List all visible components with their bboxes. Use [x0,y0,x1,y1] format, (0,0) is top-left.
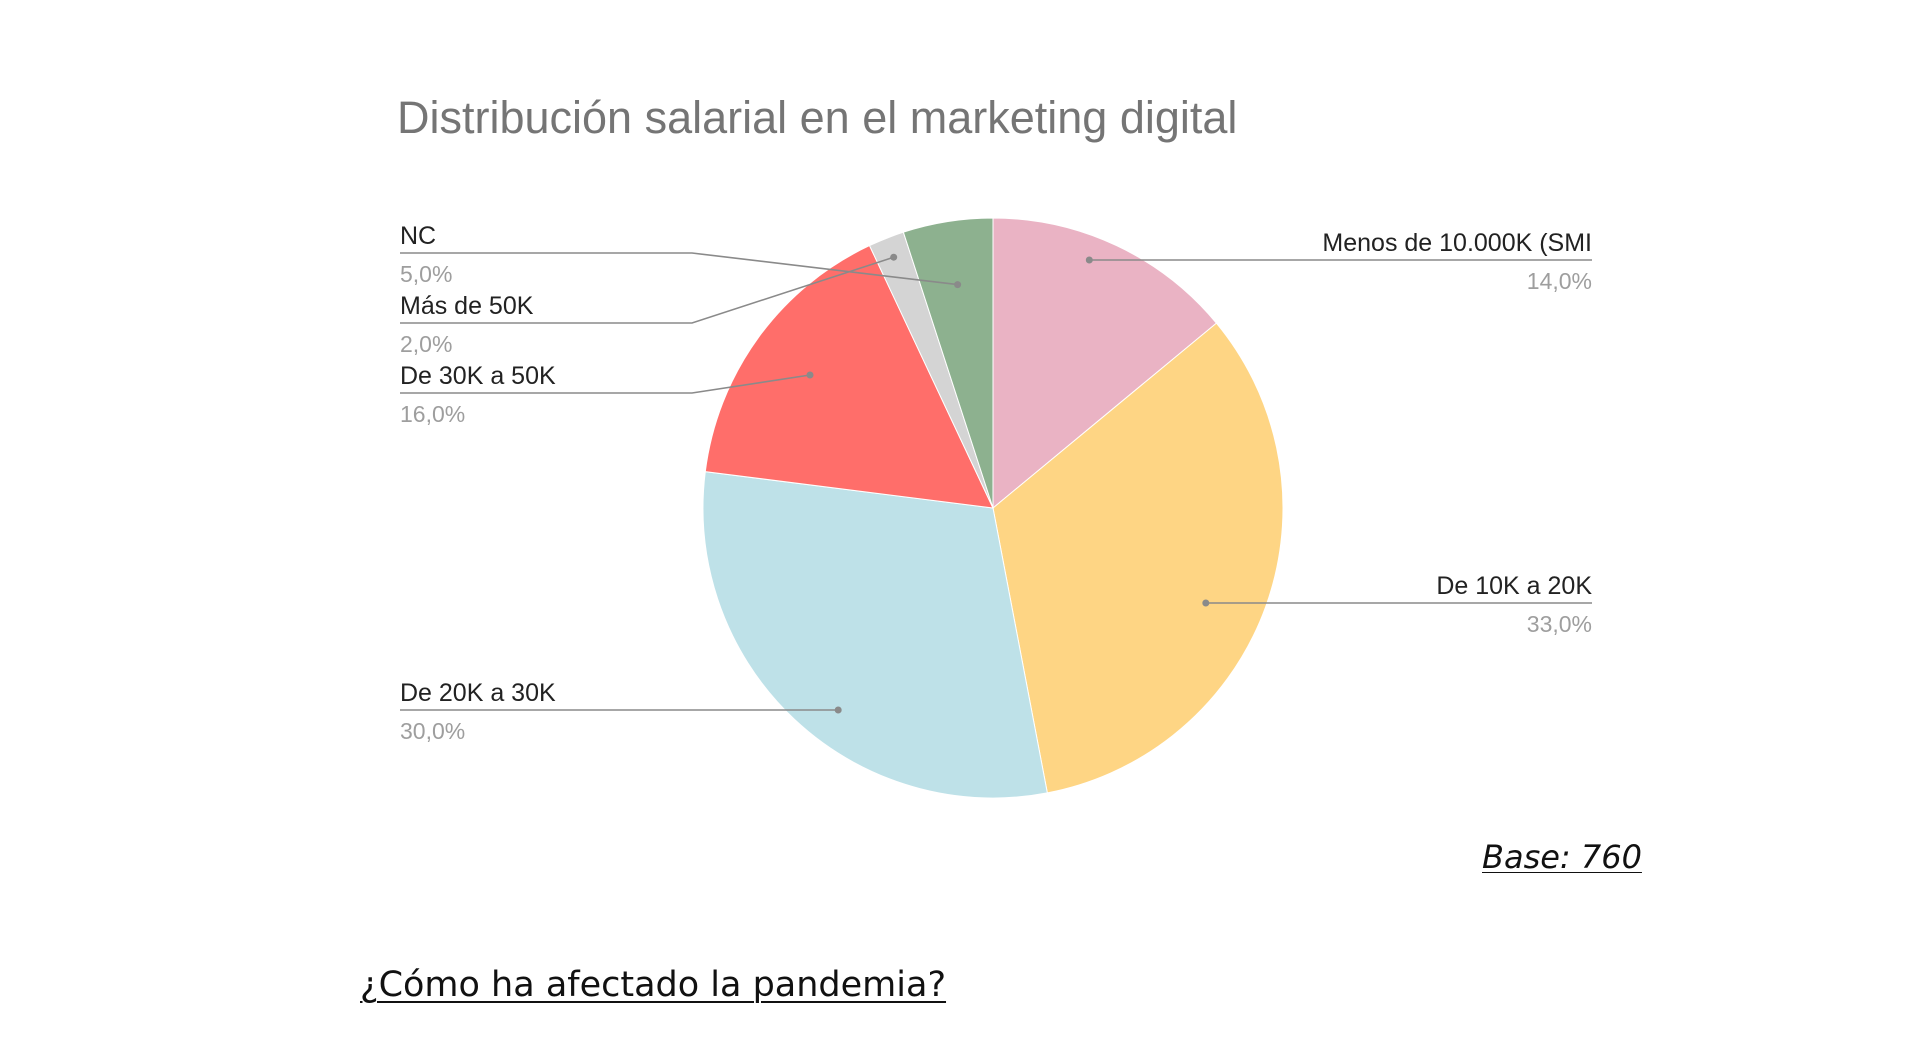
leader-dot-menos-de-10-000k-smi [1085,256,1093,264]
slice-label-de-20k-a-30k: De 20K a 30K [400,679,556,707]
slice-pct-de-10k-a-20k: 33,0% [1527,611,1592,637]
pie-slice-de-20k-a-30k [702,471,1048,799]
slice-label-mas-de-50k: Más de 50K [400,292,534,320]
base-sample-note: Base: 760 [1482,838,1642,876]
slice-label-menos-de-10-000k-smi: Menos de 10.000K (SMI [1322,229,1592,257]
leader-dot-de-10k-a-20k [1202,599,1210,607]
pie-slice-de-10k-a-20k [992,322,1284,794]
chart-title: Distribución salarial en el marketing di… [397,92,1237,143]
pie-slice-menos-de-10-000k-smi [992,217,1218,510]
pie-slice-nc [902,217,994,509]
slice-label-de-30k-a-50k: De 30K a 50K [400,362,556,390]
leader-line-de-30k-a-50k [400,374,811,394]
pie-slice-de-30k-a-50k [704,244,994,509]
leader-dot-nc [954,281,962,289]
slice-pct-nc: 5,0% [400,261,452,287]
leader-lines [400,252,1592,714]
slice-label-de-10k-a-20k: De 10K a 20K [1436,572,1592,600]
section-heading[interactable]: ¿Cómo ha afectado la pandemia? [360,965,947,1005]
leader-dot-de-20k-a-30k [834,706,842,714]
slice-pct-de-20k-a-30k: 30,0% [400,718,465,744]
slice-label-nc: NC [400,222,436,250]
leader-dot-de-30k-a-50k [806,371,814,379]
slice-pct-menos-de-10-000k-smi: 14,0% [1527,268,1592,294]
leader-line-mas-de-50k [400,256,894,324]
slice-labels: Menos de 10.000K (SMI 14,0% De 10K a 20K 33… [400,222,1592,744]
pie-slices [702,217,1284,799]
leader-dot-mas-de-50k [890,253,898,261]
slice-pct-mas-de-50k: 2,0% [400,331,452,357]
slice-pct-de-30k-a-50k: 16,0% [400,401,465,427]
leader-line-nc [400,252,958,286]
